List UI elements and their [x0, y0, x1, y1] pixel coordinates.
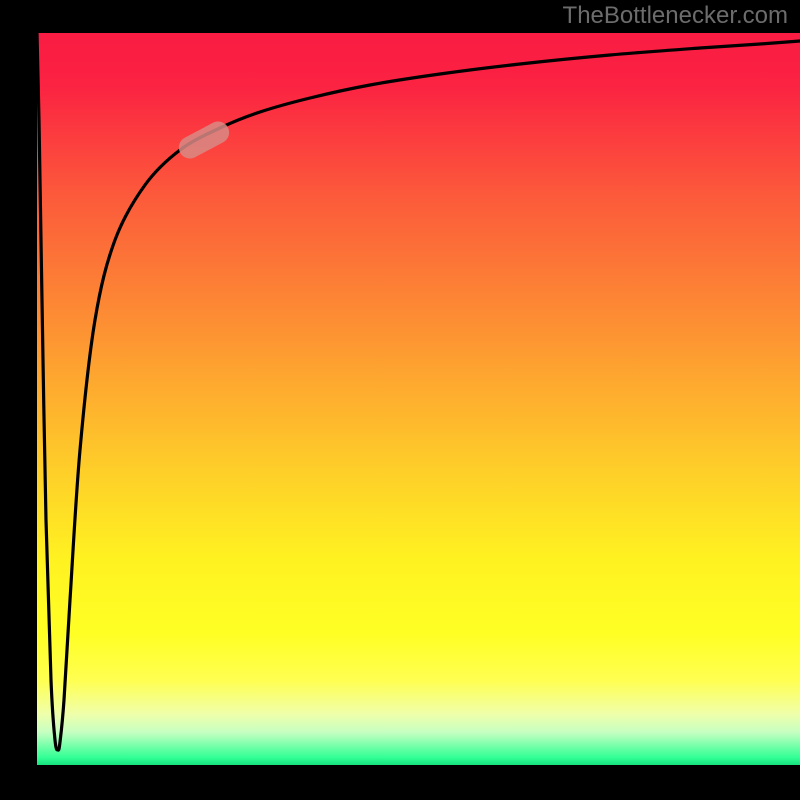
- watermark-text: TheBottlenecker.com: [563, 2, 788, 30]
- gradient-backdrop: [37, 33, 800, 765]
- chart-svg: [0, 0, 800, 800]
- chart-stage: TheBottlenecker.com: [0, 0, 800, 800]
